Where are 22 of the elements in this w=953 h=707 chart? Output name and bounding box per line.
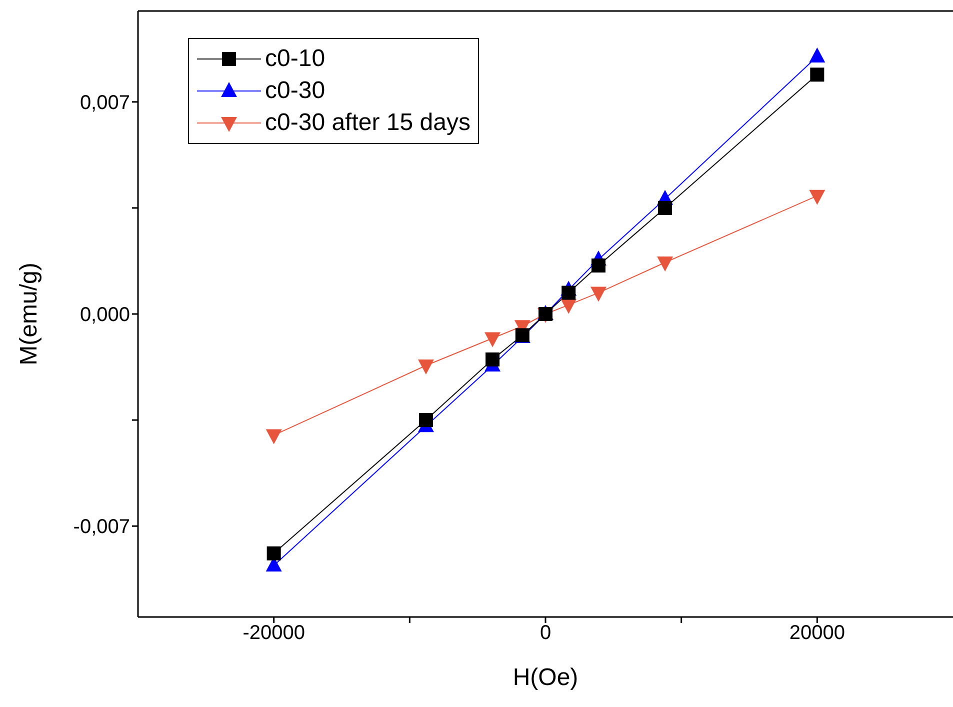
point <box>590 286 606 302</box>
point <box>486 352 500 366</box>
point <box>809 190 826 205</box>
legend-label: c0-30 <box>265 77 326 105</box>
point <box>418 413 433 428</box>
point <box>657 256 674 272</box>
point <box>562 286 576 300</box>
point <box>484 332 501 348</box>
legend-label: c0-10 <box>265 45 326 73</box>
y-tick-label: -0,007 <box>73 516 130 538</box>
y-tick-label: 0,000 <box>80 304 130 326</box>
y-tick-label: 0,007 <box>80 92 130 114</box>
y-axis-title: M(emu/g) <box>16 262 43 366</box>
point <box>266 546 281 560</box>
point <box>658 200 672 215</box>
x-axis-title: H(Oe) <box>512 664 578 691</box>
legend-label: c0-30 after 15 days <box>265 109 470 137</box>
point <box>591 258 606 273</box>
point <box>810 68 824 82</box>
x-tick-label: 20000 <box>789 622 845 644</box>
x-tick-label: 0 <box>540 622 552 644</box>
x-tick-label: -20000 <box>242 622 305 644</box>
